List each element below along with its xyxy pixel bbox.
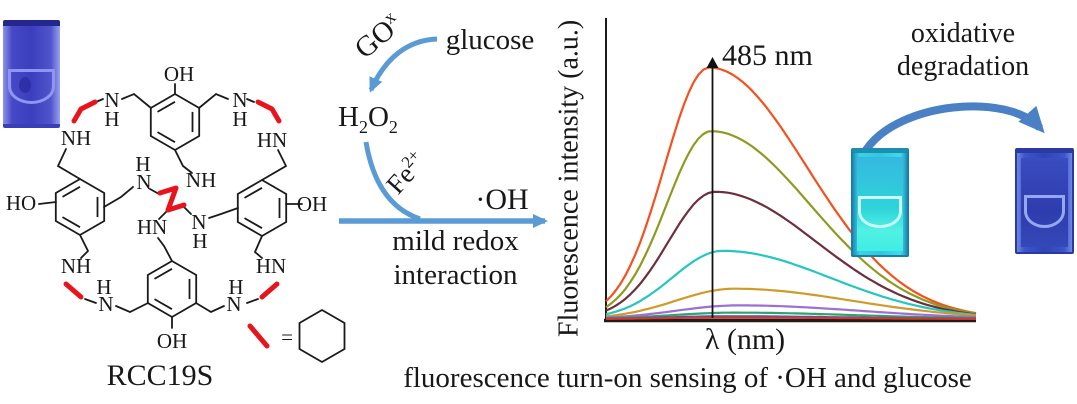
bond <box>174 149 193 174</box>
spectrum-x-axis-label: λ (nm) <box>704 323 786 356</box>
process-label-line1: oxidative <box>910 18 1016 49</box>
atom-label: N <box>136 170 151 194</box>
bond <box>84 298 97 304</box>
bond <box>198 92 229 109</box>
double-bond <box>157 101 176 113</box>
cuvette-bubble <box>18 76 31 93</box>
atom-label: N <box>232 88 247 112</box>
red-cyclohexane-bond <box>259 281 280 300</box>
atom-label: N <box>191 210 206 234</box>
bond <box>246 98 255 103</box>
atom-label: NH <box>61 126 91 150</box>
double-bond <box>62 186 81 198</box>
double-bond <box>154 298 173 310</box>
spectrum-curves <box>605 66 977 320</box>
red-cyclohexane-bonds <box>63 99 282 349</box>
bond <box>121 92 152 109</box>
double-bond <box>244 187 263 199</box>
spectrum-curve-2 <box>605 130 977 315</box>
atom-label: OH <box>157 329 187 353</box>
bond <box>56 148 81 180</box>
atom-label: N <box>226 292 241 316</box>
cyclohexane-ring <box>298 308 346 364</box>
spectrum-curve-7 <box>605 311 976 320</box>
spectrum-curve-9 <box>606 316 977 320</box>
h2o2-part: O <box>367 101 389 133</box>
arrow-h2o2-fenton-curve <box>363 141 421 222</box>
cuvette-meniscus <box>858 195 902 229</box>
atom-label: H <box>228 275 243 299</box>
arrow-caption-line2: interaction <box>393 259 518 291</box>
spectrum-curve-4 <box>605 249 977 316</box>
red-cyclohexane-bond <box>157 185 187 213</box>
red-cyclohexane-bond <box>255 99 282 124</box>
bond <box>246 298 259 304</box>
atom-label: H <box>192 229 207 253</box>
spectrum-curve-6 <box>605 304 977 319</box>
hydroxyl-radical-label: ·OH <box>475 183 529 216</box>
red-cyclohexane-bond <box>247 323 270 349</box>
red-cyclohexane-bond <box>63 281 84 300</box>
atom-label: H <box>104 107 119 131</box>
atom-label: H <box>135 152 150 176</box>
atom-label: HN <box>137 215 167 239</box>
bond <box>115 302 149 313</box>
arrow-caption-line1: mild redox <box>392 225 519 257</box>
h2o2-part: H <box>338 101 359 133</box>
double-bond <box>244 217 263 229</box>
spectrum-curve-1 <box>605 66 977 315</box>
cuvette-meniscus <box>1023 194 1066 229</box>
process-label-line2: degradation <box>896 51 1030 82</box>
bond <box>103 186 134 208</box>
atom-label: N <box>104 88 119 112</box>
atom-label: HN <box>256 254 286 278</box>
h2o2-label: H2O2 <box>338 102 398 137</box>
atom-label: = <box>281 325 293 349</box>
spectrum-curve-5 <box>605 287 977 318</box>
bond <box>158 211 167 220</box>
spectrum-y-axis-label: Fluorescence intensity (a.u.) <box>553 19 585 337</box>
cuvette-meniscus <box>7 69 56 105</box>
cuvette-photo-fluorescent-turn-on <box>851 148 909 257</box>
double-bond <box>62 216 81 228</box>
bond <box>157 237 173 262</box>
substrate-label: glucose <box>445 24 535 56</box>
atom-label: NH <box>186 168 216 192</box>
bond <box>261 149 288 181</box>
atom-label: N <box>98 292 113 316</box>
bond <box>79 234 90 259</box>
double-bond <box>154 268 173 280</box>
bond <box>208 207 239 219</box>
spectrum-curve-3 <box>605 190 977 316</box>
atom-label: OH <box>164 62 194 86</box>
double-bond <box>157 131 176 143</box>
molecule-name: RCC19S <box>106 359 214 392</box>
macrocycle-bonds <box>38 83 303 329</box>
atom-label: H <box>232 107 247 131</box>
red-cyclohexane-bond <box>71 99 98 124</box>
peak-annotation: 485 nm <box>722 39 813 72</box>
atom-label: H <box>96 275 111 299</box>
arrow-oxidative-degradation <box>862 102 1045 153</box>
bond <box>149 188 160 195</box>
figure-caption: fluorescence turn-on sensing of ·OH and … <box>403 362 972 394</box>
bond <box>38 201 57 205</box>
atom-label: HO <box>6 191 36 215</box>
arrow-glucose-to-h2o2 <box>368 36 438 93</box>
cuvette-photo-degraded <box>1015 148 1074 254</box>
atom-label: HN <box>257 128 287 152</box>
h2o2-part: 2 <box>388 116 398 137</box>
cuvette-photo-probe-uv <box>3 20 60 128</box>
atom-label: NH <box>61 254 91 278</box>
bond <box>195 302 225 314</box>
atom-label: OH <box>297 192 327 216</box>
bond <box>253 235 263 259</box>
h2o2-part: 2 <box>358 116 368 137</box>
